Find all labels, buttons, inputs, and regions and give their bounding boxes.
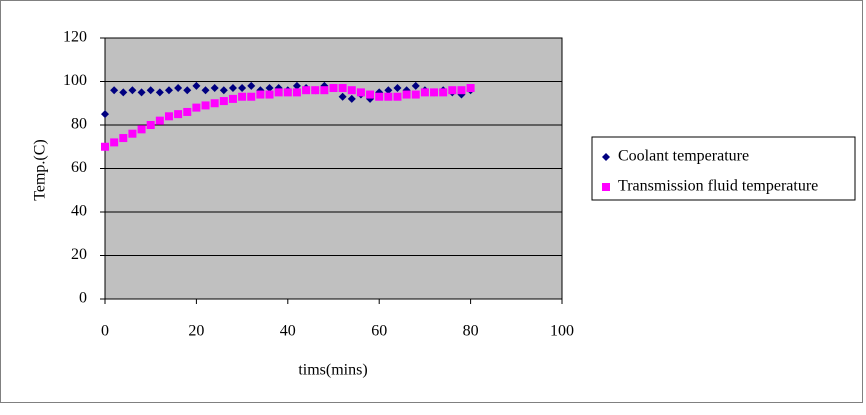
data-point bbox=[128, 129, 137, 138]
data-point bbox=[393, 84, 402, 93]
data-point bbox=[238, 92, 247, 101]
y-axis-label: Temp.(C) bbox=[32, 139, 49, 201]
data-point bbox=[347, 86, 356, 95]
data-point bbox=[201, 101, 210, 110]
data-point bbox=[329, 84, 338, 93]
legend-marker bbox=[602, 183, 610, 191]
data-point bbox=[274, 88, 283, 97]
legend-label: Coolant temperature bbox=[618, 148, 749, 165]
data-point bbox=[119, 88, 128, 97]
data-point bbox=[110, 86, 119, 95]
data-point bbox=[128, 86, 137, 95]
data-point bbox=[174, 84, 183, 93]
data-point bbox=[338, 84, 347, 93]
data-point bbox=[411, 90, 420, 99]
x-axis-label: tims(mins) bbox=[298, 362, 367, 379]
data-point bbox=[146, 121, 155, 129]
data-point bbox=[238, 84, 247, 93]
data-point bbox=[101, 142, 109, 151]
data-point bbox=[155, 116, 164, 125]
data-point bbox=[430, 88, 439, 97]
legend-box bbox=[591, 136, 856, 201]
x-tick-label: 20 bbox=[188, 323, 204, 340]
data-point bbox=[247, 81, 256, 90]
data-point bbox=[292, 88, 301, 97]
data-point bbox=[402, 90, 411, 99]
y-tick-label: 80 bbox=[71, 116, 87, 133]
data-point bbox=[311, 86, 320, 95]
data-point bbox=[256, 90, 265, 99]
data-point bbox=[164, 112, 173, 121]
data-point bbox=[219, 86, 228, 95]
data-point bbox=[210, 99, 219, 108]
data-point bbox=[366, 90, 375, 99]
y-tick-label: 0 bbox=[79, 290, 87, 307]
data-point bbox=[283, 88, 292, 97]
data-point bbox=[384, 86, 393, 95]
data-point bbox=[192, 81, 201, 90]
y-tick-label: 60 bbox=[71, 159, 87, 176]
data-point bbox=[155, 88, 164, 97]
y-tick-label: 20 bbox=[71, 246, 87, 263]
data-point bbox=[420, 88, 429, 97]
data-point bbox=[393, 92, 402, 101]
data-point bbox=[466, 84, 475, 93]
data-point bbox=[201, 86, 210, 95]
y-tick-label: 120 bbox=[63, 29, 87, 46]
y-tick-label: 40 bbox=[71, 203, 87, 220]
x-tick-label: 80 bbox=[463, 323, 479, 340]
data-point bbox=[183, 86, 192, 95]
data-point bbox=[247, 92, 256, 101]
data-point bbox=[146, 86, 155, 95]
data-point bbox=[356, 88, 365, 97]
data-point bbox=[320, 86, 329, 95]
x-tick-label: 40 bbox=[280, 323, 296, 340]
data-point bbox=[292, 81, 301, 90]
data-point bbox=[228, 84, 237, 93]
data-point bbox=[384, 92, 393, 101]
data-point bbox=[457, 86, 466, 95]
data-point bbox=[119, 134, 128, 143]
data-point bbox=[192, 103, 201, 112]
data-point bbox=[101, 110, 109, 119]
data-point bbox=[439, 88, 448, 97]
data-point bbox=[228, 94, 237, 103]
data-point bbox=[219, 97, 228, 106]
data-point bbox=[265, 90, 274, 99]
x-tick-label: 0 bbox=[101, 323, 109, 340]
data-point bbox=[347, 94, 356, 103]
data-point bbox=[338, 92, 347, 101]
x-tick-label: 60 bbox=[371, 323, 387, 340]
data-point bbox=[411, 81, 420, 90]
data-point bbox=[137, 88, 146, 97]
data-point bbox=[302, 86, 311, 95]
data-point bbox=[137, 125, 146, 134]
legend-marker bbox=[602, 153, 610, 161]
x-tick-label: 100 bbox=[550, 323, 574, 340]
y-tick-label: 100 bbox=[63, 72, 87, 89]
data-point bbox=[375, 92, 384, 101]
data-point bbox=[164, 86, 173, 95]
data-point bbox=[183, 107, 192, 116]
data-point bbox=[110, 138, 119, 147]
data-point bbox=[210, 84, 219, 93]
legend-label: Transmission fluid temperature bbox=[618, 178, 818, 195]
data-point bbox=[448, 86, 457, 95]
data-point bbox=[265, 84, 274, 93]
data-point bbox=[174, 110, 183, 119]
